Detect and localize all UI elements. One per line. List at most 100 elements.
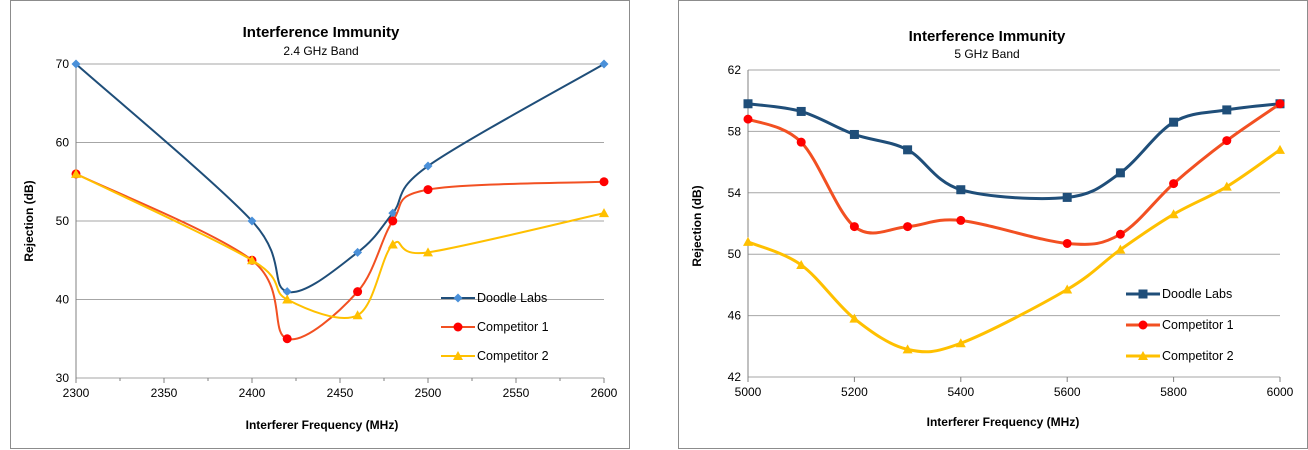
data-point xyxy=(352,310,363,320)
y-axis-title: Rejection (dB) xyxy=(690,185,704,266)
legend-label: Competitor 1 xyxy=(1162,318,1234,332)
data-point xyxy=(1222,136,1232,146)
x-tick-label: 2350 xyxy=(151,386,178,400)
x-tick-label: 2500 xyxy=(415,386,442,400)
data-point xyxy=(423,185,433,195)
chart-svg-2-4ghz: Interference Immunity 2.4 GHz Band Inter… xyxy=(22,24,618,432)
data-point xyxy=(282,334,292,344)
x-tick-label: 6000 xyxy=(1267,385,1294,399)
data-point xyxy=(796,259,807,269)
data-point xyxy=(599,177,609,187)
y-tick-label: 62 xyxy=(728,63,742,77)
data-point xyxy=(796,137,806,147)
data-point xyxy=(247,255,257,265)
data-point xyxy=(1168,209,1179,219)
data-point xyxy=(282,294,293,304)
data-point xyxy=(743,114,753,124)
data-point xyxy=(903,145,913,155)
y-tick-label: 60 xyxy=(56,136,70,150)
chart-panel-5ghz: Interference Immunity 5 GHz Band Interfe… xyxy=(678,0,1308,449)
x-tick-label: 2450 xyxy=(327,386,354,400)
x-tick-label: 5000 xyxy=(735,385,762,399)
data-point xyxy=(599,59,609,69)
data-point xyxy=(1062,238,1072,248)
data-point xyxy=(247,216,257,226)
data-point xyxy=(743,236,753,246)
data-point xyxy=(1221,181,1232,191)
data-point xyxy=(1062,284,1073,294)
data-point xyxy=(282,287,292,297)
data-point xyxy=(956,185,966,195)
chart-subtitle: 5 GHz Band xyxy=(954,47,1019,61)
chart-subtitle: 2.4 GHz Band xyxy=(283,44,358,58)
data-point xyxy=(387,239,398,249)
legend-label: Competitor 2 xyxy=(1162,349,1234,363)
data-point xyxy=(743,99,753,109)
y-tick-label: 42 xyxy=(728,370,742,384)
data-point xyxy=(1169,179,1179,189)
data-point xyxy=(955,338,966,348)
legend-label: Doodle Labs xyxy=(1162,287,1232,301)
data-point xyxy=(1115,229,1125,239)
data-point xyxy=(1275,99,1285,109)
legend-marker xyxy=(1138,351,1148,360)
data-point xyxy=(903,222,913,232)
chart-svg-5ghz: Interference Immunity 5 GHz Band Interfe… xyxy=(690,28,1294,429)
data-point xyxy=(71,168,81,178)
data-point xyxy=(956,215,966,225)
y-tick-label: 50 xyxy=(728,247,742,261)
legend-marker xyxy=(453,322,463,332)
data-point xyxy=(71,59,81,69)
y-tick-label: 30 xyxy=(56,371,70,385)
x-axis-title: Interferer Frequency (MHz) xyxy=(246,418,399,432)
chart-title: Interference Immunity xyxy=(909,28,1066,45)
legend-marker xyxy=(1138,289,1148,299)
y-tick-label: 40 xyxy=(56,293,70,307)
data-point xyxy=(1169,117,1179,127)
data-point xyxy=(599,208,609,218)
x-tick-label: 2400 xyxy=(239,386,266,400)
y-tick-label: 54 xyxy=(728,186,742,200)
x-tick-label: 5200 xyxy=(841,385,868,399)
data-point xyxy=(1222,105,1232,115)
y-tick-label: 58 xyxy=(728,124,742,138)
data-point xyxy=(1115,244,1126,254)
series-line xyxy=(746,148,1282,354)
series-line xyxy=(75,63,605,294)
y-axis-title: Rejection (dB) xyxy=(22,180,36,261)
data-point xyxy=(902,344,913,354)
x-axis-title: Interferer Frequency (MHz) xyxy=(927,415,1080,429)
data-point xyxy=(423,247,433,257)
data-point xyxy=(1062,192,1072,202)
x-tick-label: 2300 xyxy=(63,386,90,400)
y-tick-label: 46 xyxy=(728,309,742,323)
data-point xyxy=(796,106,806,116)
x-tick-label: 2550 xyxy=(503,386,530,400)
data-point xyxy=(353,287,363,297)
data-point xyxy=(1275,144,1285,154)
legend-label: Competitor 2 xyxy=(477,349,549,363)
series-line xyxy=(75,172,605,341)
legend-marker xyxy=(453,293,463,303)
data-point xyxy=(1115,168,1125,178)
x-tick-label: 5600 xyxy=(1054,385,1081,399)
data-point xyxy=(353,247,363,257)
x-tick-label: 5800 xyxy=(1160,385,1187,399)
legend-label: Competitor 1 xyxy=(477,320,549,334)
data-point xyxy=(849,222,859,232)
data-point xyxy=(388,216,398,226)
x-tick-label: 2600 xyxy=(591,386,618,400)
chart-title: Interference Immunity xyxy=(243,24,400,41)
chart-panel-2-4ghz: Interference Immunity 2.4 GHz Band Inter… xyxy=(10,0,630,449)
series-line xyxy=(746,102,1282,201)
data-point xyxy=(849,313,860,323)
legend-marker xyxy=(1138,320,1148,330)
y-tick-label: 70 xyxy=(56,57,70,71)
data-point xyxy=(423,161,433,171)
legend-marker xyxy=(453,351,463,360)
series-line xyxy=(746,102,1282,246)
data-point xyxy=(849,129,859,139)
y-tick-label: 50 xyxy=(56,214,70,228)
legend-label: Doodle Labs xyxy=(477,291,547,305)
x-tick-label: 5400 xyxy=(947,385,974,399)
